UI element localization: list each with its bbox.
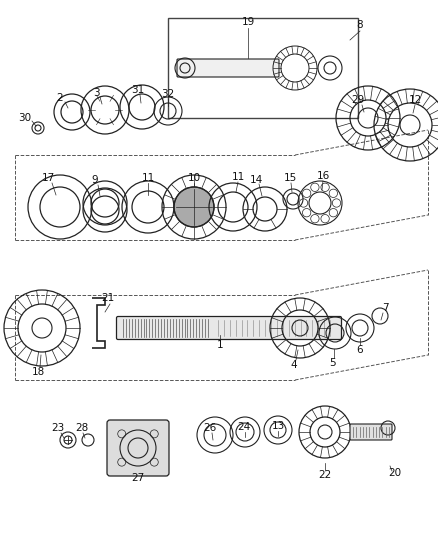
- Text: 15: 15: [283, 173, 297, 183]
- Text: 26: 26: [203, 423, 217, 433]
- Bar: [168, 18, 358, 118]
- Text: 23: 23: [51, 423, 65, 433]
- Text: 20: 20: [389, 468, 402, 478]
- Text: 21: 21: [101, 293, 115, 303]
- Text: 4: 4: [291, 360, 297, 370]
- FancyBboxPatch shape: [107, 420, 169, 476]
- Text: 11: 11: [141, 173, 155, 183]
- Text: 14: 14: [249, 175, 263, 185]
- Text: 30: 30: [18, 113, 32, 123]
- Text: 10: 10: [187, 173, 201, 183]
- Text: 3: 3: [93, 88, 99, 98]
- Text: 13: 13: [272, 421, 285, 431]
- Text: 28: 28: [75, 423, 88, 433]
- Text: 5: 5: [330, 358, 336, 368]
- FancyBboxPatch shape: [117, 317, 342, 340]
- Text: 31: 31: [131, 85, 145, 95]
- Text: 7: 7: [381, 303, 389, 313]
- FancyBboxPatch shape: [350, 424, 392, 440]
- Text: 22: 22: [318, 470, 332, 480]
- Text: 29: 29: [351, 95, 364, 105]
- Text: 1: 1: [217, 340, 223, 350]
- Text: 6: 6: [357, 345, 363, 355]
- Text: 9: 9: [92, 175, 98, 185]
- Text: 17: 17: [41, 173, 55, 183]
- Circle shape: [174, 187, 214, 227]
- Text: 12: 12: [408, 95, 422, 105]
- Text: 18: 18: [32, 367, 45, 377]
- Text: 11: 11: [231, 172, 245, 182]
- Text: 24: 24: [237, 422, 251, 432]
- Text: 32: 32: [161, 89, 175, 99]
- Text: 16: 16: [316, 171, 330, 181]
- FancyBboxPatch shape: [177, 59, 279, 77]
- Text: 8: 8: [357, 20, 363, 30]
- Text: 19: 19: [241, 17, 254, 27]
- Text: 27: 27: [131, 473, 145, 483]
- Text: 2: 2: [57, 93, 64, 103]
